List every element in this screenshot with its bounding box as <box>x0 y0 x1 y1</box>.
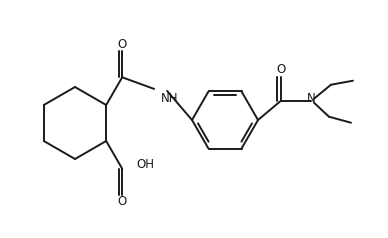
Text: O: O <box>118 38 127 51</box>
Text: N: N <box>307 92 315 105</box>
Text: O: O <box>118 195 127 208</box>
Text: O: O <box>276 63 286 76</box>
Text: NH: NH <box>161 92 178 105</box>
Text: OH: OH <box>136 158 154 171</box>
